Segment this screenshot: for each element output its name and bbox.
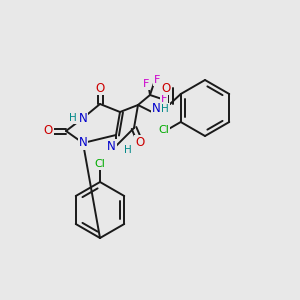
Text: O: O	[135, 136, 145, 148]
Text: O: O	[161, 82, 171, 94]
Text: F: F	[154, 75, 160, 85]
Text: F: F	[161, 94, 167, 104]
Text: O: O	[44, 124, 52, 137]
Text: H: H	[124, 145, 132, 155]
Text: Cl: Cl	[158, 125, 169, 135]
Text: O: O	[95, 82, 105, 94]
Text: N: N	[152, 103, 161, 116]
Text: N: N	[107, 140, 116, 152]
Text: Cl: Cl	[94, 159, 105, 169]
Text: N: N	[79, 136, 87, 149]
Text: H: H	[69, 113, 77, 123]
Text: N: N	[79, 112, 87, 124]
Text: H: H	[161, 104, 169, 114]
Text: F: F	[143, 79, 149, 89]
